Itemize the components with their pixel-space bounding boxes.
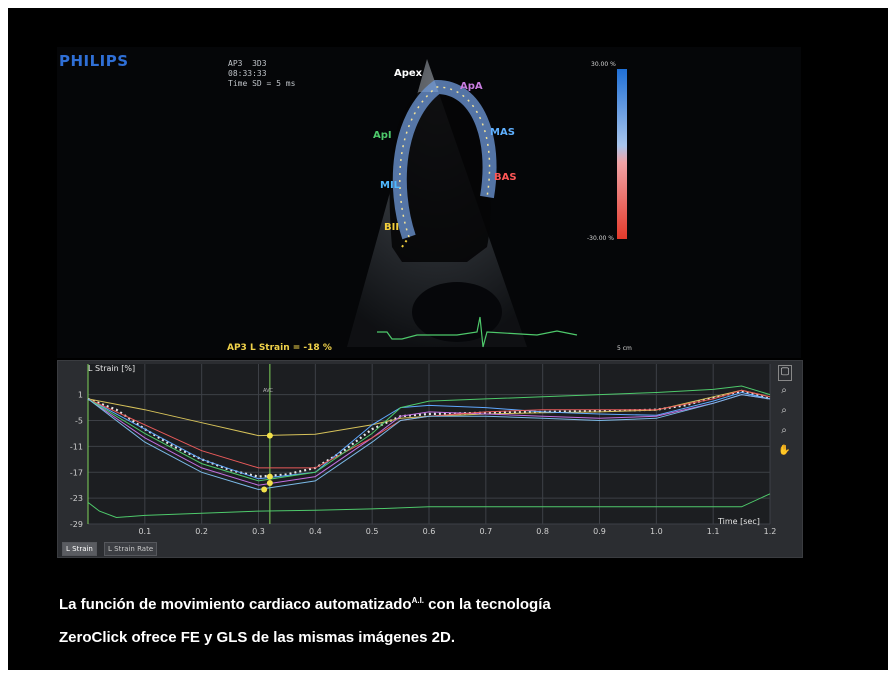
ecg-trace <box>377 316 578 348</box>
select-icon[interactable]: ▢ <box>778 365 792 381</box>
zoom-out-icon[interactable]: ⌕ <box>781 405 787 416</box>
cursor-marker <box>266 480 273 487</box>
tab-l-strain-rate[interactable]: L Strain Rate <box>104 542 158 556</box>
strain-graph-panel: 0.1 0.2 0.3 0.4 0.5 0.6 0.7 0.8 0.9 1.0 1.1 1.2 1 -5 -… <box>57 360 803 558</box>
x-tick-label: 1.1 <box>707 527 720 536</box>
ventricle-cavity <box>389 92 491 262</box>
segment-label-bas: BAS <box>494 172 517 183</box>
x-axis-label: Time [sec] <box>718 517 760 526</box>
x-tick-label: 0.1 <box>138 527 151 536</box>
x-tick-label: 0.5 <box>366 527 379 536</box>
scale-top-label: 30.00 % <box>591 61 616 68</box>
acquisition-info: AP3 3D3 08:33:33 Time SD = 5 ms <box>228 59 296 88</box>
tracking-points <box>399 86 491 238</box>
y-tick-label: -11 <box>70 442 83 451</box>
caption-line-1: La función de movimiento cardiaco automa… <box>59 596 551 613</box>
strain-series-line-6 <box>87 385 771 482</box>
atrium-cavity <box>412 282 502 342</box>
x-tick-label: 1.2 <box>764 527 777 536</box>
y-tick-label: -17 <box>70 468 83 477</box>
segment-label-mas: MAS <box>490 127 515 138</box>
hand-icon[interactable]: ✋ <box>778 445 791 456</box>
x-tick-label: 1.0 <box>650 527 663 536</box>
cursor-label: AVC <box>263 388 274 394</box>
strain-color-scale <box>617 69 627 239</box>
segment-label-api: ApI <box>373 130 392 141</box>
x-tick-label: 0.2 <box>195 527 208 536</box>
x-tick-label: 0.8 <box>536 527 549 536</box>
y-tick-label: 1 <box>78 391 83 400</box>
depth-label: 5 cm <box>617 345 632 352</box>
zoom-reset-icon[interactable]: ⌕ <box>781 425 787 436</box>
strain-series-line-7 <box>87 394 771 491</box>
x-tick-label: 0.9 <box>593 527 606 536</box>
zoom-in-icon[interactable]: ⌕ <box>781 385 787 396</box>
y-tick-label: -5 <box>75 417 83 426</box>
brand-logo: PHILIPS <box>59 52 129 70</box>
strain-series-line-8 <box>87 493 771 519</box>
x-tick-label: 0.3 <box>252 527 265 536</box>
chart-title: L Strain [%] <box>88 364 136 373</box>
strain-series-line-3 <box>87 391 771 480</box>
caption-line-2: ZeroClick ofrece FE y GLS de las mismas … <box>59 629 455 646</box>
segment-label-mil: MIL <box>380 180 401 191</box>
global-strain-label: AP3 L Strain = -18 % <box>227 343 332 353</box>
echo-image-panel: PHILIPS AP3 3D3 08:33:33 Time SD = 5 ms … <box>57 47 801 358</box>
y-tick-label: -23 <box>70 494 83 503</box>
strain-chart: 0.1 0.2 0.3 0.4 0.5 0.6 0.7 0.8 0.9 1.0 1.1 1.2 1 -5 -… <box>70 364 777 536</box>
cursor-marker <box>266 473 273 480</box>
cursor-marker <box>266 432 273 439</box>
tab-l-strain[interactable]: L Strain <box>62 542 97 556</box>
basal-points <box>401 236 410 248</box>
y-tick-label: -29 <box>70 520 83 529</box>
x-tick-label: 0.4 <box>309 527 322 536</box>
segment-label-apa: ApA <box>460 81 483 92</box>
strain-series-line-1 <box>87 390 771 478</box>
x-tick-label: 0.7 <box>479 527 492 536</box>
segment-label-bii: BII <box>384 222 400 233</box>
strain-series-line-4 <box>87 394 771 486</box>
x-tick-label: 0.6 <box>423 527 436 536</box>
scale-bottom-label: -30.00 % <box>587 235 614 242</box>
segment-label-apex: Apex <box>394 68 423 79</box>
ultrasound-image <box>347 59 627 348</box>
cursor-marker <box>261 486 268 493</box>
